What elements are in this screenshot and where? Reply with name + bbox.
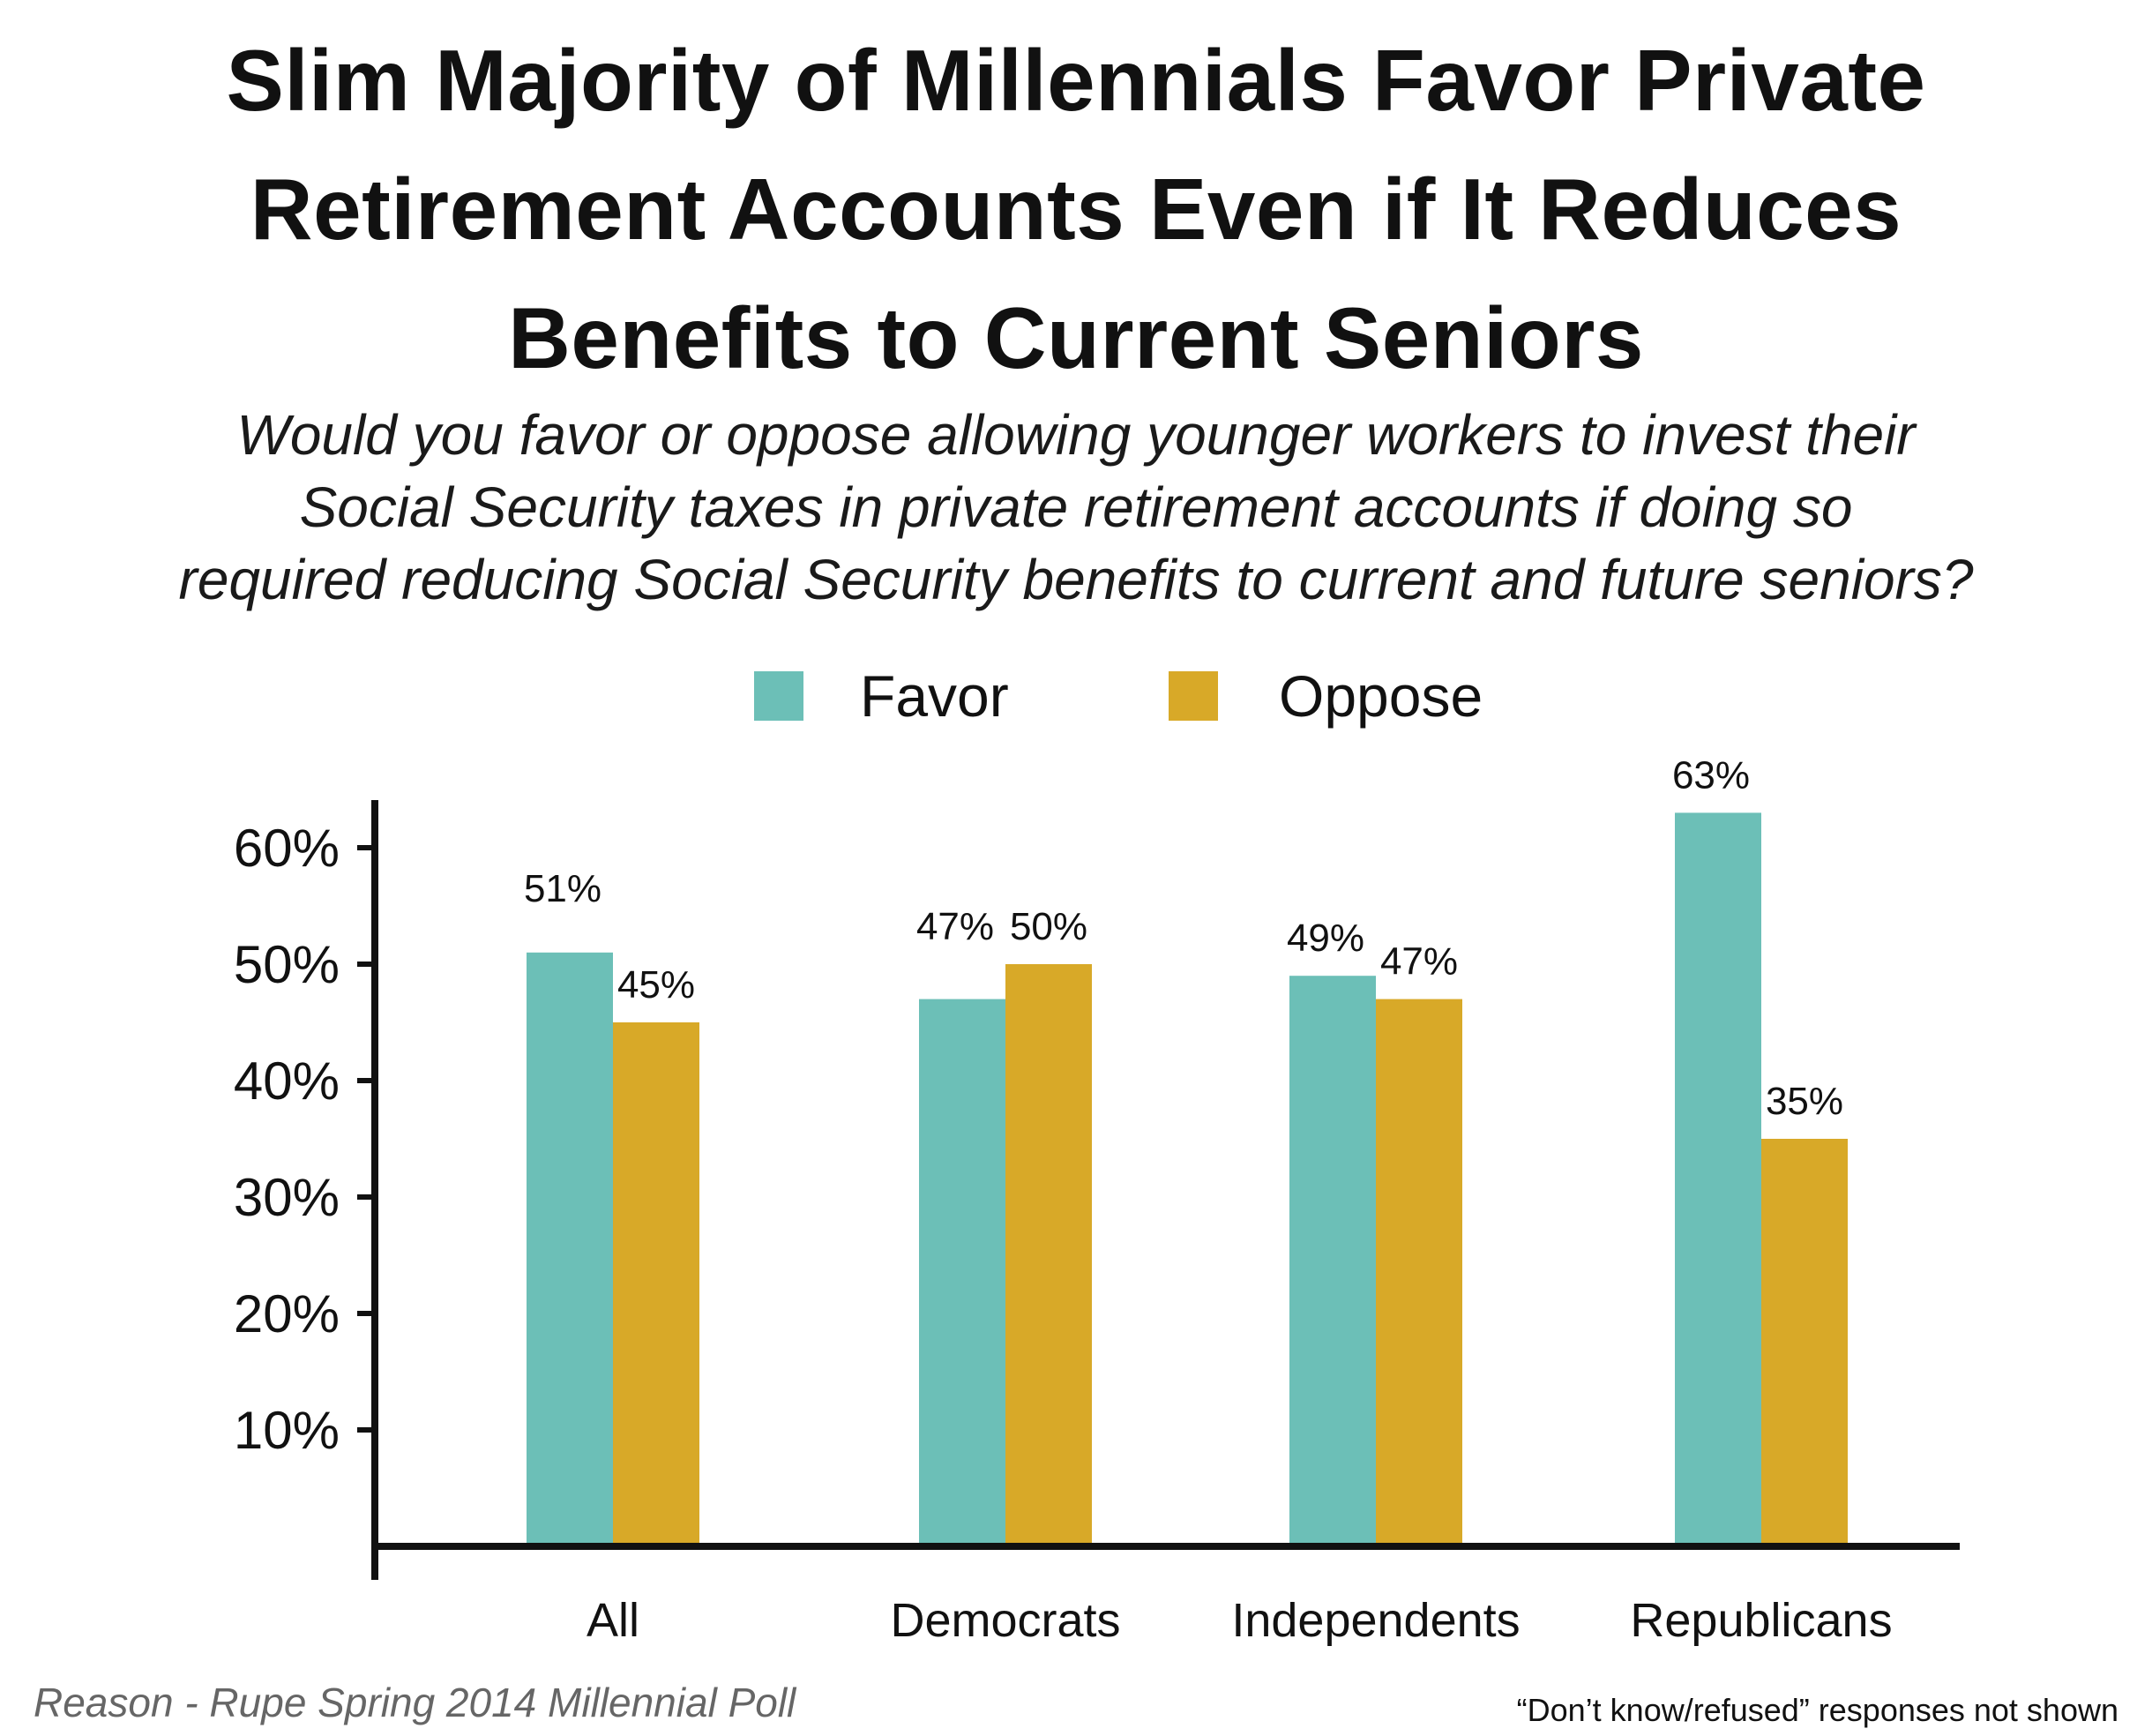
y-tick-label: 60% <box>234 819 340 878</box>
x-tick-label: All <box>587 1594 639 1647</box>
chart-title-line: Benefits to Current Seniors <box>508 289 1644 386</box>
data-label: 63% <box>1672 753 1750 797</box>
bar <box>1675 812 1761 1546</box>
legend-swatch <box>754 671 803 721</box>
legend-label: Favor <box>860 663 1009 729</box>
x-tick-label: Republicans <box>1630 1594 1892 1647</box>
bar <box>1005 964 1092 1546</box>
x-tick-label: Independents <box>1231 1594 1520 1647</box>
data-label: 35% <box>1766 1080 1843 1123</box>
footnote: “Don’t know/refused” responses not shown <box>1516 1692 2118 1728</box>
y-tick-label: 50% <box>234 935 340 994</box>
legend-swatch <box>1169 671 1218 721</box>
y-tick-label: 40% <box>234 1051 340 1111</box>
chart-subtitle-line: required reducing Social Security benefi… <box>178 548 1974 611</box>
chart-title-line: Slim Majority of Millennials Favor Priva… <box>226 32 1926 129</box>
y-tick-label: 10% <box>234 1401 340 1460</box>
data-label: 47% <box>916 905 994 948</box>
x-tick-label: Democrats <box>890 1594 1120 1647</box>
chart-subtitle: Would you favor or oppose allowing young… <box>9 399 2143 616</box>
chart-subtitle-line: Would you favor or oppose allowing young… <box>236 403 1916 467</box>
y-tick-label: 30% <box>234 1168 340 1227</box>
bar <box>613 1022 699 1546</box>
data-label: 50% <box>1010 905 1087 948</box>
source-note: Reason - Rupe Spring 2014 Millennial Pol… <box>34 1680 796 1725</box>
data-label: 49% <box>1287 917 1364 960</box>
data-label: 51% <box>524 867 602 910</box>
bar <box>919 999 1005 1546</box>
legend-label: Oppose <box>1279 663 1483 729</box>
data-label: 45% <box>617 963 695 1006</box>
chart-subtitle-line: Social Security taxes in private retirem… <box>299 475 1853 539</box>
bar <box>1761 1139 1848 1546</box>
bar <box>527 952 613 1546</box>
bar <box>1376 999 1462 1546</box>
y-tick-label: 20% <box>234 1284 340 1343</box>
bar <box>1289 976 1376 1546</box>
chart-title: Slim Majority of Millennials Favor Priva… <box>35 16 2117 402</box>
data-label: 47% <box>1380 940 1458 984</box>
chart-title-line: Retirement Accounts Even if It Reduces <box>250 161 1902 258</box>
